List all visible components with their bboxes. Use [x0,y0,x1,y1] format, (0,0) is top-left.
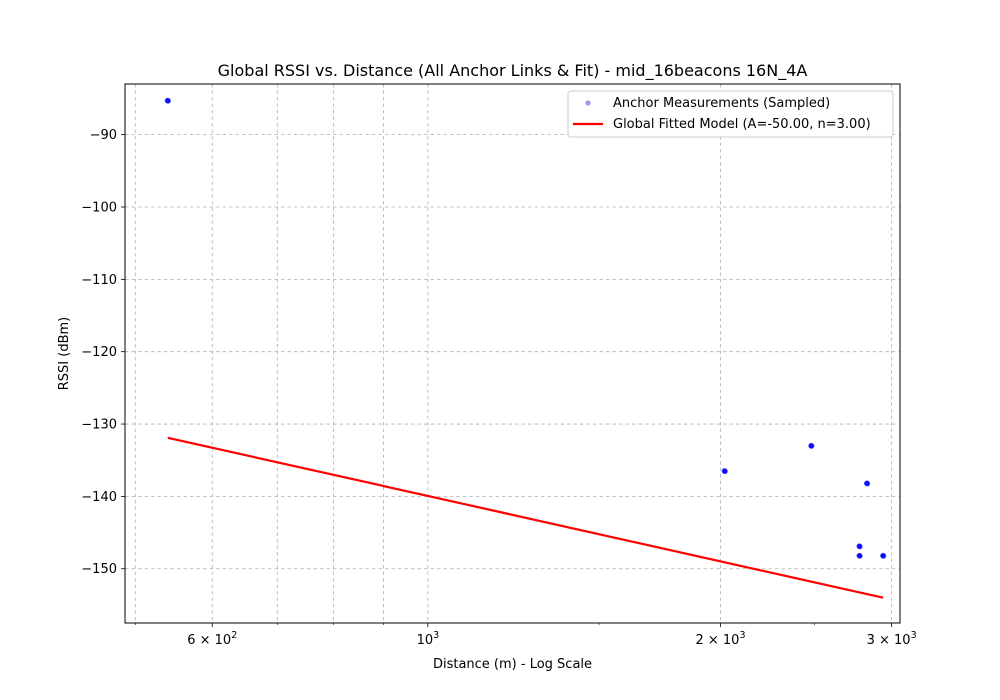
plot-frame [124,83,901,624]
plot-area [125,84,900,623]
measurement-point [722,468,728,475]
measurement-point [722,468,728,474]
measurement-point [165,98,171,104]
measurement-point [857,553,863,559]
legend-label-scatter: Anchor Measurements (Sampled) [613,96,830,111]
measurement-point [856,553,863,559]
legend: Anchor Measurements (Sampled) Global Fit… [567,90,894,138]
legend-box [567,90,894,138]
measurement-point [857,543,863,549]
measurement-point [856,543,863,549]
x-tick-label: 2 × 103 [695,630,745,648]
measurement-point [165,98,171,104]
measurement-point [808,442,815,448]
measurement-point [857,552,863,558]
measurement-point [722,468,728,474]
measurement-point [808,443,814,449]
x-tick-label-base: 3 × 10 [867,633,911,648]
y-tick-label: −150 [81,562,117,577]
measurement-point [722,468,728,474]
measurement-point [809,443,815,449]
measurement-point [865,481,871,487]
x-tick-label-base: 10 [417,633,434,648]
measurement-point [809,443,815,449]
measurement-point [721,468,727,474]
y-tick-label: −120 [81,345,117,360]
measurement-point [856,552,862,559]
measurement-point [864,480,870,486]
x-tick-label-exponent: 3 [739,630,745,641]
measurement-point [164,97,171,103]
x-tick-label: 3 × 103 [867,630,917,648]
x-tick-label: 103 [417,630,440,648]
y-tick-label: −130 [81,418,117,433]
x-tick-label-base: 6 × 10 [187,633,231,648]
measurement-point [165,98,171,104]
measurement-point [808,443,814,449]
legend-marker-scatter [585,100,591,106]
x-tick-label-exponent: 3 [433,630,439,641]
y-tick-label: −140 [81,490,117,505]
y-tick-label: −90 [90,128,117,143]
y-tick-label: −110 [81,273,117,288]
measurement-point [880,552,886,559]
measurement-point [856,543,862,549]
x-axis-title: Distance (m) - Log Scale [433,657,592,672]
measurement-point [164,98,170,104]
measurement-point [864,481,871,487]
x-tick-label-exponent: 2 [231,630,237,641]
measurement-point [864,480,870,486]
measurement-point [880,553,886,559]
y-axis-title: RSSI (dBm) [57,317,72,390]
measurement-point [165,97,171,103]
axis-ticks: 6 × 102 103 2 × 103 3 × 103−90−100−110−120−… [81,128,916,648]
measurement-point [721,468,727,474]
measurement-point [857,544,863,550]
x-tick-label-exponent: 3 [911,630,917,641]
measurement-point [881,553,887,559]
measurement-point [856,553,862,559]
measurement-point [808,442,814,449]
measurement-point [880,553,887,559]
measurement-point [857,544,863,550]
measurement-point [856,543,862,550]
fitted-model-line [167,436,884,599]
data-layer [164,97,887,599]
y-tick-label: −100 [81,200,117,215]
x-tick-label: 6 × 102 [187,630,237,648]
legend-label-line: Global Fitted Model (A=-50.00, n=3.00) [613,117,871,132]
measurement-point [880,553,886,559]
measurement-point [864,480,870,486]
measurement-point [857,553,863,559]
chart-title: Global RSSI vs. Distance (All Anchor Lin… [218,61,808,81]
measurement-point [863,480,870,487]
measurement-point [880,552,886,558]
x-tick-label-base: 2 × 10 [695,633,739,648]
